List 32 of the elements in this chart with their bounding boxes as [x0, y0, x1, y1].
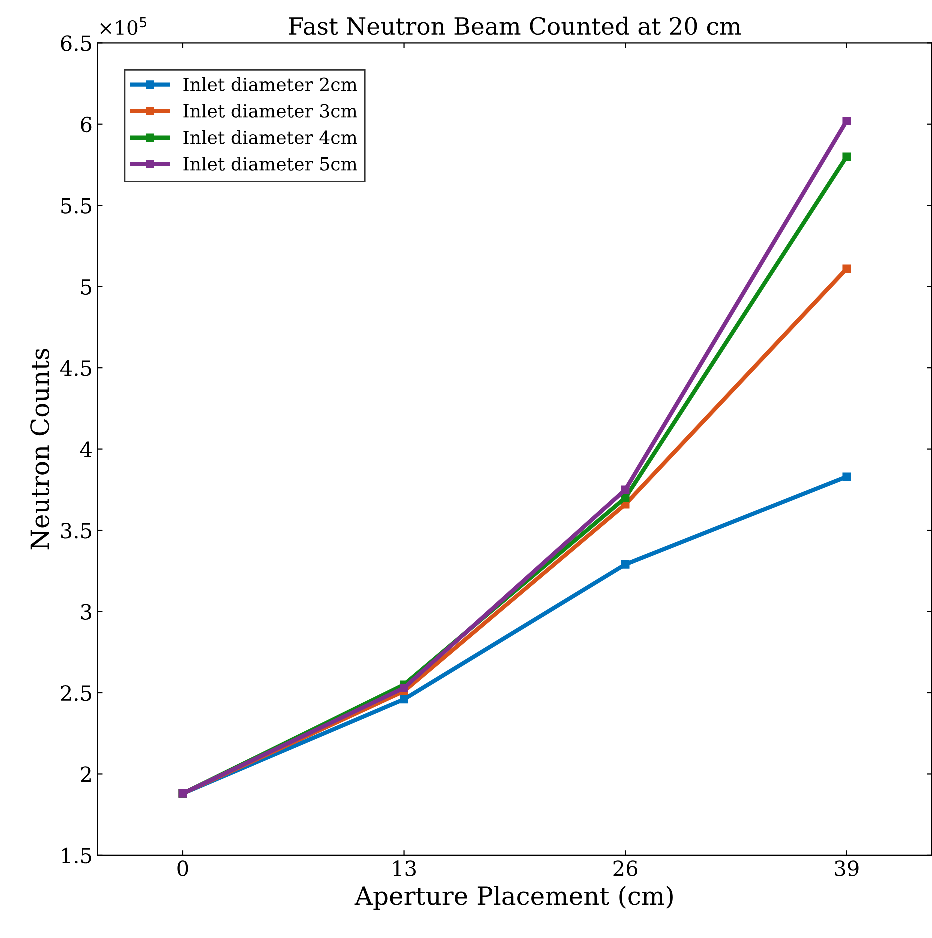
legend-label: Inlet diameter 2cm [184, 77, 358, 92]
x-tick-label: 0 [178, 860, 188, 876]
point [400, 695, 408, 704]
text: ×10$^{5}$ [100, 18, 147, 36]
point [621, 560, 630, 569]
x-tick-label: 39 [835, 860, 859, 876]
legend-label: Inlet diameter 3cm [184, 104, 358, 118]
y-tick-label: 3 [81, 604, 92, 620]
y-tick-label: 2 [81, 766, 91, 782]
y-tick-label: 1.5 [62, 848, 92, 864]
y-tick-label: 2.5 [61, 685, 92, 702]
point [400, 684, 408, 692]
y-tick-label: 5 [82, 280, 92, 296]
legend-label: Inlet diameter 4cm [184, 130, 358, 144]
point [842, 472, 852, 482]
y-tick-label: 6.5 [61, 36, 92, 52]
point [621, 494, 630, 502]
y-tick-label: 4.5 [60, 360, 92, 376]
x-tick-label: 13 [394, 860, 416, 876]
x-axis-title: Aperture Placement (cm) [354, 886, 673, 910]
y-tick-label: 5.5 [62, 198, 92, 214]
point [842, 264, 852, 274]
y-axis-title: Neutron Counts [30, 349, 50, 550]
point [621, 486, 630, 494]
y-tick-label: 4 [80, 442, 92, 458]
chart-title: Fast Neutron Beam Counted at 20 cm [289, 16, 742, 36]
point [842, 116, 852, 126]
y-tick-label: 3.5 [61, 522, 92, 539]
point [842, 152, 852, 162]
x-tick-label: 26 [614, 860, 638, 876]
legend-label: Inlet diameter 5cm [184, 156, 358, 171]
y-tick-label: 6 [81, 116, 92, 133]
